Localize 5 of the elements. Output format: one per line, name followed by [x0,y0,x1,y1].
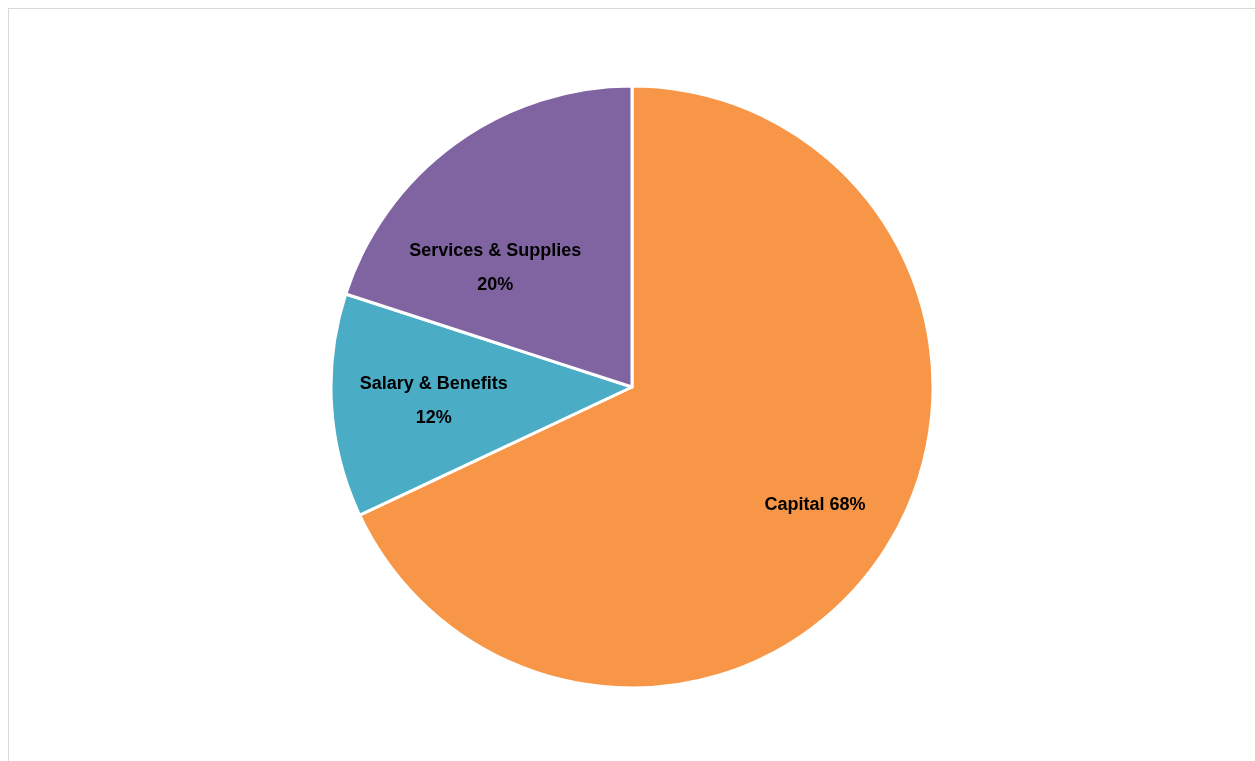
data-label: 20% [477,274,514,295]
slice-label: Services & Supplies [409,240,582,261]
slice-label: Capital 68% [764,494,866,515]
slice-label: Salary & Benefits [359,373,508,394]
data-label: 12% [415,407,452,428]
